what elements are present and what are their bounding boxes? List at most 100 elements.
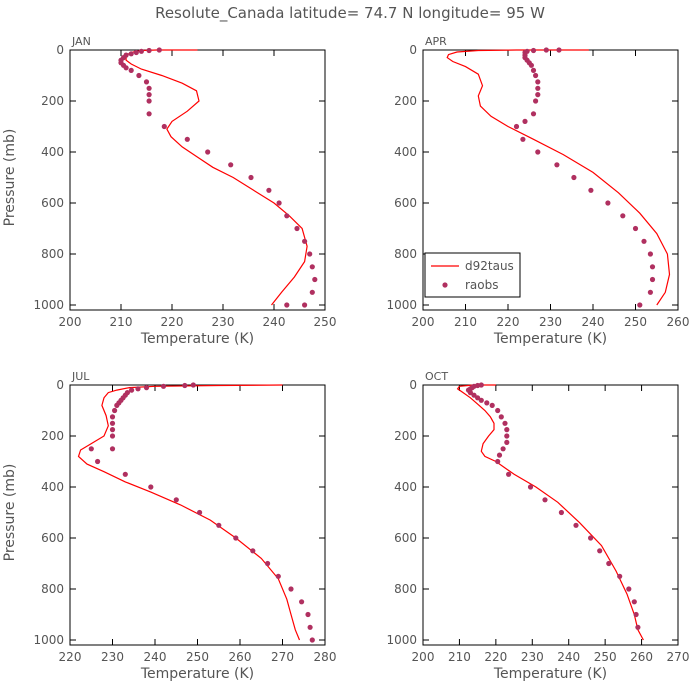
x-axis-label: Temperature (K) xyxy=(140,666,254,682)
data-point-raobs xyxy=(184,136,190,142)
data-point-raobs xyxy=(475,395,481,401)
x-tick-label: 240 xyxy=(144,650,167,664)
data-point-raobs xyxy=(632,225,639,232)
plot-frame xyxy=(422,384,679,646)
data-point-raobs xyxy=(649,264,656,270)
data-point-raobs xyxy=(522,118,528,124)
y-tick-label: 0 xyxy=(409,43,417,57)
x-tick-label: 220 xyxy=(59,650,82,664)
y-tick-label: 200 xyxy=(41,429,64,443)
data-point-raobs xyxy=(95,458,101,465)
y-tick-label: 1000 xyxy=(386,298,417,312)
data-point-raobs xyxy=(556,47,562,53)
data-point-raobs xyxy=(112,407,118,414)
y-tick-label: 400 xyxy=(394,145,417,159)
y-tick-label: 200 xyxy=(394,94,417,108)
x-axis-label: Temperature (K) xyxy=(493,331,607,347)
data-point-raobs xyxy=(299,599,305,605)
x-tick-label: 250 xyxy=(314,315,337,329)
x-tick-label: 230 xyxy=(212,315,235,329)
data-point-raobs xyxy=(554,162,560,168)
data-point-raobs xyxy=(535,92,541,98)
plot-frame xyxy=(69,49,326,311)
data-point-raobs xyxy=(275,573,281,579)
data-point-raobs xyxy=(504,439,510,445)
data-point-raobs xyxy=(309,637,315,643)
data-point-raobs xyxy=(146,98,152,104)
data-point-raobs xyxy=(123,65,129,71)
x-tick-label: 220 xyxy=(161,315,184,329)
y-tick-label: 0 xyxy=(409,378,417,392)
y-tick-label: 400 xyxy=(41,480,64,494)
x-tick-label: 200 xyxy=(412,650,435,664)
data-point-raobs xyxy=(284,302,290,308)
panel-apr: 200 210 220 230 240 250 260 0 200 400 600 800 1000 Te… xyxy=(386,35,689,347)
data-point-raobs xyxy=(190,382,196,388)
data-point-raobs xyxy=(506,471,512,477)
data-point-raobs xyxy=(588,535,594,541)
x-tick-label: 230 xyxy=(539,315,562,329)
data-point-raobs xyxy=(146,85,152,91)
x-tick-label: 250 xyxy=(624,315,647,329)
data-point-raobs xyxy=(502,420,508,426)
series-line-d92taus xyxy=(446,49,671,306)
x-tick-label: 200 xyxy=(59,315,82,329)
data-point-raobs xyxy=(637,302,643,308)
data-point-raobs xyxy=(148,484,154,490)
data-point-raobs xyxy=(136,72,142,79)
data-point-raobs xyxy=(500,446,506,452)
data-point-raobs xyxy=(309,264,315,270)
data-point-raobs xyxy=(146,47,152,54)
data-point-raobs xyxy=(284,213,290,219)
x-tick-label: 220 xyxy=(497,315,520,329)
legend-obs-label: raobs xyxy=(465,278,499,292)
data-point-raobs xyxy=(128,67,134,73)
series-line-d92taus xyxy=(456,384,644,641)
y-tick-label: 800 xyxy=(394,247,417,261)
y-tick-label: 600 xyxy=(41,531,64,545)
data-point-raobs xyxy=(309,289,315,295)
series-line-d92taus xyxy=(125,49,308,306)
x-tick-label: 220 xyxy=(484,650,507,664)
data-point-raobs xyxy=(496,452,503,458)
data-point-raobs xyxy=(160,383,167,389)
data-point-raobs xyxy=(288,586,294,592)
data-point-raobs xyxy=(484,400,490,406)
data-point-raobs xyxy=(543,47,549,53)
data-point-raobs xyxy=(573,522,579,528)
data-point-raobs xyxy=(649,276,656,283)
data-point-raobs xyxy=(617,573,623,579)
data-point-raobs xyxy=(626,586,632,592)
y-tick-label: 600 xyxy=(394,531,417,545)
data-point-raobs xyxy=(109,433,116,439)
x-tick-label: 270 xyxy=(271,650,294,664)
data-point-raobs xyxy=(498,414,504,420)
data-point-raobs xyxy=(109,420,116,426)
y-tick-label: 1000 xyxy=(33,633,64,647)
x-tick-label: 230 xyxy=(101,650,124,664)
legend-point-icon xyxy=(442,282,448,288)
x-tick-label: 230 xyxy=(521,650,544,664)
x-tick-label: 250 xyxy=(594,650,617,664)
data-point-raobs xyxy=(233,535,239,541)
figure-title: Resolute_Canada latitude= 74.7 N longitu… xyxy=(155,4,545,23)
y-tick-label: 200 xyxy=(394,429,417,443)
data-point-raobs xyxy=(620,213,626,219)
data-point-raobs xyxy=(250,548,256,554)
data-point-raobs xyxy=(197,509,203,516)
data-point-raobs xyxy=(294,225,300,232)
data-point-raobs xyxy=(504,427,510,433)
data-point-raobs xyxy=(530,67,537,73)
data-point-raobs xyxy=(266,187,272,193)
data-point-raobs xyxy=(109,446,116,452)
x-axis-label: Temperature (K) xyxy=(493,666,607,682)
data-point-raobs xyxy=(489,402,495,408)
data-point-raobs xyxy=(605,200,611,206)
data-point-raobs xyxy=(528,62,535,68)
data-point-raobs xyxy=(647,251,654,257)
y-tick-label: 800 xyxy=(41,582,64,596)
x-tick-label: 260 xyxy=(229,650,252,664)
data-point-raobs xyxy=(88,446,94,452)
y-tick-label: 600 xyxy=(41,196,64,210)
